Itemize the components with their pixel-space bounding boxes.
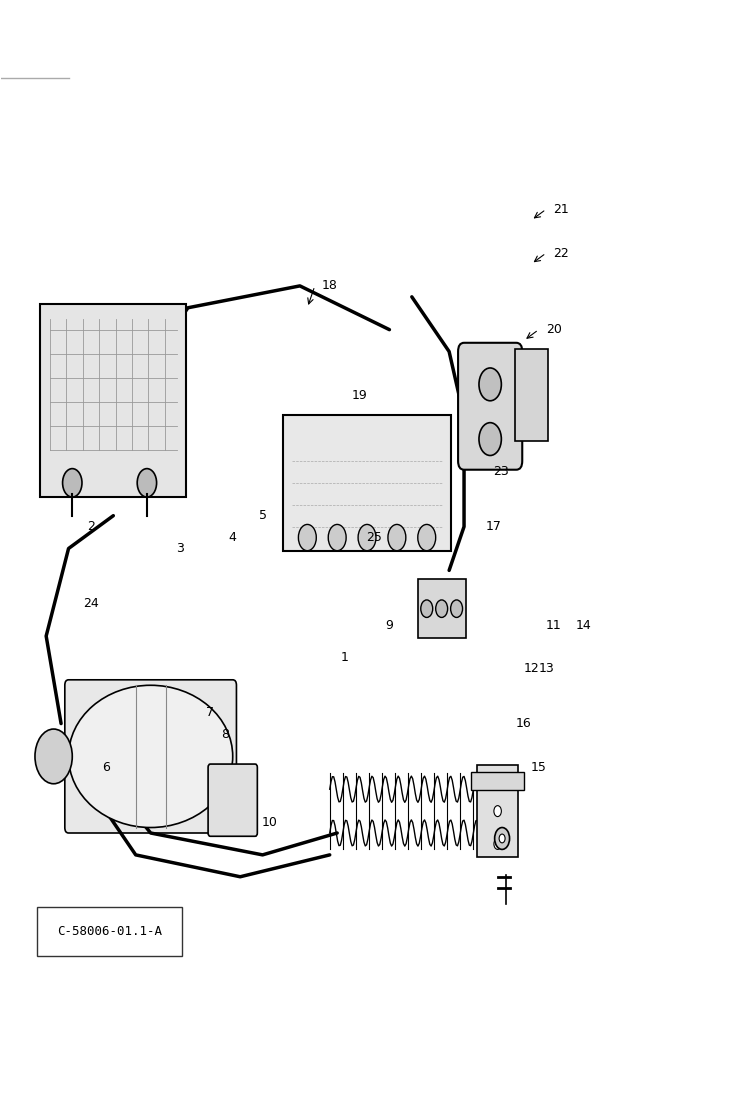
Text: C-58006-01.1-A: C-58006-01.1-A <box>57 925 162 938</box>
Circle shape <box>358 524 376 551</box>
Ellipse shape <box>69 686 233 827</box>
Text: 5: 5 <box>258 509 267 522</box>
Text: 25: 25 <box>366 531 383 544</box>
Text: 11: 11 <box>546 619 562 632</box>
FancyBboxPatch shape <box>477 765 518 857</box>
Circle shape <box>494 827 509 849</box>
Circle shape <box>328 524 346 551</box>
Text: 16: 16 <box>516 717 532 731</box>
Text: 24: 24 <box>83 597 99 610</box>
Text: 19: 19 <box>352 388 368 402</box>
FancyBboxPatch shape <box>37 907 182 955</box>
Circle shape <box>298 524 316 551</box>
Text: 23: 23 <box>494 465 509 478</box>
Circle shape <box>499 834 505 842</box>
Circle shape <box>494 805 501 816</box>
Text: 17: 17 <box>486 520 502 533</box>
Text: 1: 1 <box>341 652 348 665</box>
Circle shape <box>137 468 157 497</box>
Text: 14: 14 <box>575 619 591 632</box>
Text: 7: 7 <box>206 706 214 720</box>
Text: 3: 3 <box>177 542 184 555</box>
Text: 18: 18 <box>322 280 338 293</box>
FancyBboxPatch shape <box>208 765 258 836</box>
FancyBboxPatch shape <box>65 680 237 833</box>
Text: 20: 20 <box>546 324 562 336</box>
Text: 10: 10 <box>262 815 278 828</box>
Text: 15: 15 <box>531 761 547 773</box>
Text: 22: 22 <box>554 247 569 260</box>
Text: 13: 13 <box>539 663 554 676</box>
FancyBboxPatch shape <box>471 771 524 790</box>
Text: 8: 8 <box>221 728 229 740</box>
FancyBboxPatch shape <box>40 305 187 497</box>
Circle shape <box>451 600 463 618</box>
Circle shape <box>35 730 73 783</box>
Text: 6: 6 <box>102 761 110 773</box>
Text: 2: 2 <box>87 520 95 533</box>
Circle shape <box>479 422 501 455</box>
Text: 21: 21 <box>554 203 569 216</box>
Text: 12: 12 <box>524 663 539 676</box>
Circle shape <box>388 524 406 551</box>
Circle shape <box>421 600 433 618</box>
Circle shape <box>436 600 448 618</box>
Circle shape <box>479 367 501 400</box>
Circle shape <box>63 468 82 497</box>
Circle shape <box>418 524 436 551</box>
Circle shape <box>494 838 501 849</box>
FancyBboxPatch shape <box>283 415 451 551</box>
FancyBboxPatch shape <box>418 579 466 638</box>
FancyBboxPatch shape <box>458 342 522 470</box>
Text: 9: 9 <box>386 619 393 632</box>
FancyBboxPatch shape <box>515 349 548 441</box>
Text: 4: 4 <box>228 531 237 544</box>
